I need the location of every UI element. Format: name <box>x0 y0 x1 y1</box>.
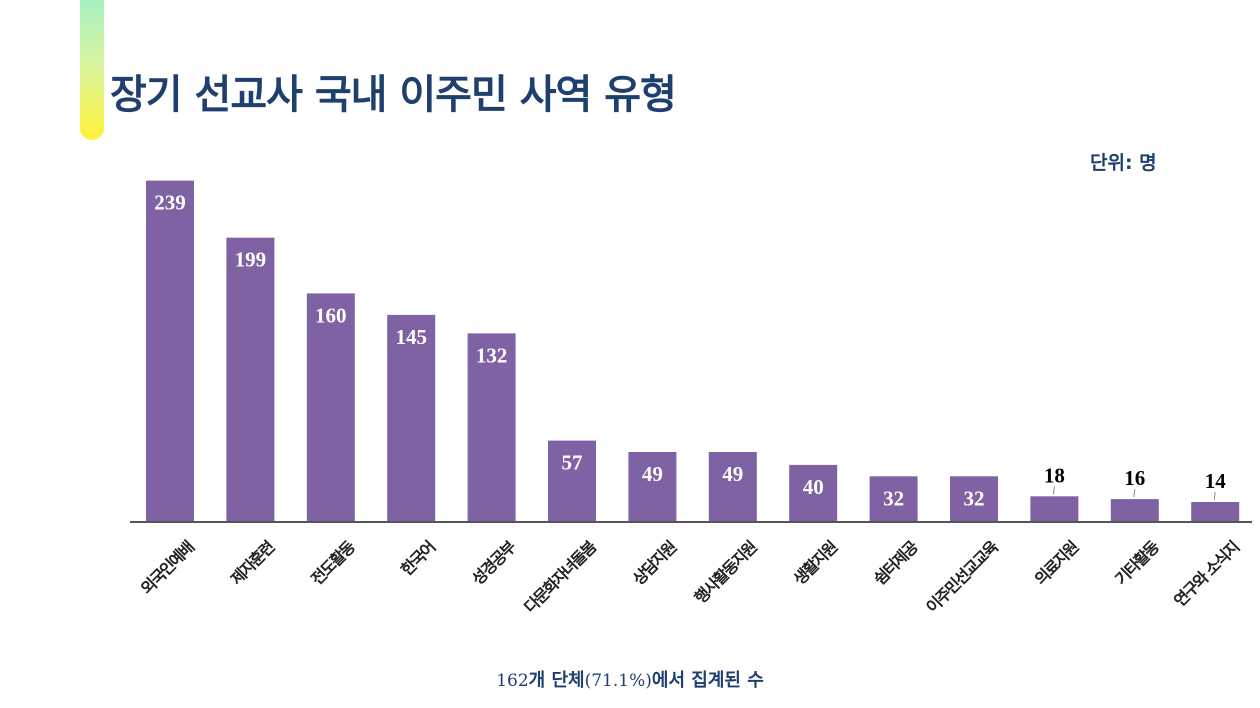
value-label: 32 <box>883 486 904 510</box>
footnote-percent: (71.1%) <box>584 671 652 691</box>
value-label: 145 <box>395 325 427 349</box>
value-leader-line <box>1133 489 1136 498</box>
bar <box>708 452 757 522</box>
footnote: 162개 단체(71.1%)에서 집계된 수 <box>0 666 1260 692</box>
value-label: 32 <box>964 486 985 510</box>
category-label: 다문화자녀돌봄 <box>520 537 600 617</box>
value-label: 16 <box>1124 466 1145 490</box>
category-label: 상담지원 <box>629 537 680 588</box>
value-label: 40 <box>803 475 824 499</box>
unit-label: 단위: 명 <box>1090 152 1157 174</box>
value-label: 14 <box>1205 469 1227 493</box>
value-labels-group: 239 199 160 145 132 57 49 49 40 32 32 18 16 14 <box>154 191 1226 511</box>
category-label: 기타활동 <box>1111 537 1163 589</box>
bar <box>1030 496 1079 522</box>
value-label: 132 <box>476 343 508 367</box>
category-labels-group: 외국인예배 제자훈련 전도활동 한국어 성경공부 다문화자녀돌봄 상담지원 행사활동지원 생활지… <box>137 537 1242 617</box>
value-label: 49 <box>642 462 663 486</box>
bar <box>548 440 596 522</box>
bar <box>146 180 194 522</box>
category-label: 성경공부 <box>468 537 520 589</box>
value-label: 239 <box>154 191 186 215</box>
bar <box>467 333 516 522</box>
bars-group <box>146 180 1240 522</box>
value-label: 199 <box>235 248 267 272</box>
category-label: 연구와 소식지 <box>1170 538 1242 610</box>
category-label: 이주민선교교육 <box>922 537 1002 617</box>
category-label: 한국어 <box>397 537 439 579</box>
footnote-text-2: 에서 집계된 수 <box>651 670 764 691</box>
category-label: 의료지원 <box>1031 537 1082 588</box>
bar-chart: 239 199 160 145 132 57 49 49 40 32 32 18 16 14 외국인예배 제… <box>130 180 1252 617</box>
category-label: 행사활동지원 <box>691 537 761 607</box>
bar <box>387 314 436 522</box>
bar <box>869 476 918 522</box>
bar <box>306 293 355 522</box>
value-label: 49 <box>722 462 743 486</box>
bar <box>1191 502 1240 522</box>
category-label: 전도활동 <box>307 537 359 589</box>
footnote-count: 162 <box>496 671 529 691</box>
bar <box>950 476 998 522</box>
value-leader-line <box>1052 486 1055 495</box>
value-label: 18 <box>1044 463 1065 487</box>
title-accent-bar <box>80 0 104 140</box>
page-title: 장기 선교사 국내 이주민 사역 유형 <box>110 72 677 118</box>
category-label: 생활지원 <box>790 537 841 588</box>
category-label: 외국인예배 <box>137 537 198 598</box>
value-leader-line <box>1213 491 1216 501</box>
category-label: 쉼터제공 <box>870 537 922 589</box>
value-label: 57 <box>562 451 583 475</box>
footnote-text-1: 개 단체 <box>528 670 585 691</box>
category-label: 제자훈련 <box>227 537 278 588</box>
bar <box>628 452 677 522</box>
bar <box>789 464 838 522</box>
bar <box>1110 499 1159 522</box>
value-label: 160 <box>315 303 347 327</box>
bar <box>226 237 275 522</box>
